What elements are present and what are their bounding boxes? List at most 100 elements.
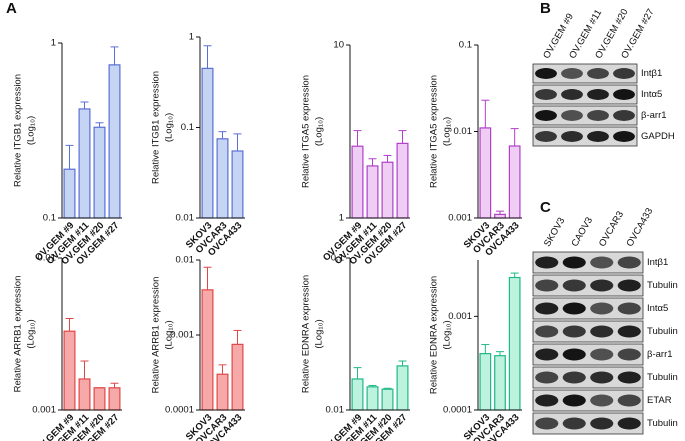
blot-band xyxy=(617,256,641,269)
blot-band xyxy=(535,348,559,361)
y-axis-label: (Log₁₀) xyxy=(164,113,175,142)
bar xyxy=(231,343,244,411)
blot-band xyxy=(535,131,557,142)
blot-band xyxy=(562,279,586,292)
y-axis-label: Relative ITGA5 expression xyxy=(301,75,312,188)
blot-band xyxy=(535,325,559,338)
protein-label: Tubulin xyxy=(647,372,678,383)
blot-band xyxy=(562,325,586,338)
blot-band xyxy=(590,279,614,292)
blot-band xyxy=(562,302,586,315)
bar xyxy=(201,289,214,411)
blot-band xyxy=(535,394,559,407)
y-axis-label: Relative EDNRA expression xyxy=(429,276,440,394)
blot-band xyxy=(535,256,559,269)
bar xyxy=(63,330,76,411)
blot-band xyxy=(590,302,614,315)
y-tick-label: 0.1 xyxy=(459,40,472,51)
y-tick-label: 0.001 xyxy=(448,213,472,224)
blot-band xyxy=(562,371,586,384)
bar xyxy=(366,386,379,411)
bar xyxy=(508,276,521,411)
blot-band xyxy=(562,256,586,269)
blot-strip xyxy=(532,412,644,435)
y-tick-label: 0.0001 xyxy=(443,405,472,416)
blot-strip xyxy=(532,105,638,126)
blot-strip xyxy=(532,297,644,320)
bar xyxy=(494,355,506,411)
y-tick-label: 0.1 xyxy=(43,213,56,224)
blot-band xyxy=(617,371,641,384)
bar xyxy=(108,387,121,411)
blot-strip xyxy=(532,366,644,389)
protein-label: Tubulin xyxy=(647,418,678,429)
bar xyxy=(396,142,409,219)
blot-band xyxy=(535,110,557,121)
blot-band xyxy=(535,68,557,79)
bar xyxy=(216,138,229,219)
lane-label: SKOV3 xyxy=(542,216,567,249)
blot-band xyxy=(590,394,614,407)
blot-band xyxy=(535,371,559,384)
blot-band xyxy=(561,110,583,121)
protein-label: Intβ1 xyxy=(647,257,668,268)
y-tick-label: 0.01 xyxy=(326,405,345,416)
bar xyxy=(93,387,106,411)
bar xyxy=(381,388,394,411)
bar xyxy=(351,378,364,411)
blot-band xyxy=(590,371,614,384)
blot-band xyxy=(613,68,635,79)
y-axis-label: (Log₁₀) xyxy=(26,319,37,348)
bar xyxy=(479,353,492,411)
blot-strip xyxy=(532,320,644,343)
y-axis-label: Relative ITGB1 expression xyxy=(13,74,24,187)
y-axis-label: (Log₁₀) xyxy=(164,320,175,349)
blot-band xyxy=(617,348,641,361)
bar xyxy=(351,145,364,219)
protein-label: ETAR xyxy=(647,395,672,406)
blot-strip xyxy=(532,389,644,412)
y-axis-label: (Log₁₀) xyxy=(26,116,37,145)
blot-band xyxy=(562,348,586,361)
blot-band xyxy=(617,417,641,430)
protein-label: GAPDH xyxy=(641,131,675,142)
y-tick-label: 0.1 xyxy=(181,122,194,133)
blot-band xyxy=(561,89,583,100)
y-tick-label: 1 xyxy=(51,38,56,49)
y-tick-label: 0.01 xyxy=(176,213,195,224)
y-axis-label: Relative ITGA5 expression xyxy=(429,75,440,188)
blot-band xyxy=(613,89,635,100)
blot-band xyxy=(613,131,635,142)
y-tick-label: 0.001 xyxy=(448,311,472,322)
bar xyxy=(231,150,244,219)
blot-band xyxy=(617,325,641,338)
blot-band xyxy=(562,417,586,430)
panel-label: B xyxy=(540,0,551,17)
blot-band xyxy=(613,110,635,121)
blot-band xyxy=(535,279,559,292)
y-tick-label: 0.01 xyxy=(454,126,473,137)
bar xyxy=(381,161,394,219)
blot-band xyxy=(590,325,614,338)
blot-band xyxy=(562,394,586,407)
blot-band xyxy=(590,417,614,430)
y-tick-label: 0.0001 xyxy=(165,405,194,416)
bar xyxy=(78,378,91,411)
y-axis-label: (Log₁₀) xyxy=(442,117,453,146)
protein-label: Tubulin xyxy=(647,326,678,337)
panel-label: A xyxy=(6,0,17,17)
y-axis-label: (Log₁₀) xyxy=(314,319,325,348)
protein-label: Intα5 xyxy=(641,89,662,100)
blot-band xyxy=(590,348,614,361)
blot-band xyxy=(587,89,609,100)
blot-band xyxy=(561,131,583,142)
bar xyxy=(93,126,106,219)
blot-band xyxy=(535,302,559,315)
y-axis-label: (Log₁₀) xyxy=(442,320,453,349)
bar xyxy=(396,365,409,411)
y-axis-label: (Log₁₀) xyxy=(314,117,325,146)
protein-label: β-arr1 xyxy=(641,110,667,121)
y-tick-label: 0.001 xyxy=(170,330,194,341)
blot-band xyxy=(587,131,609,142)
